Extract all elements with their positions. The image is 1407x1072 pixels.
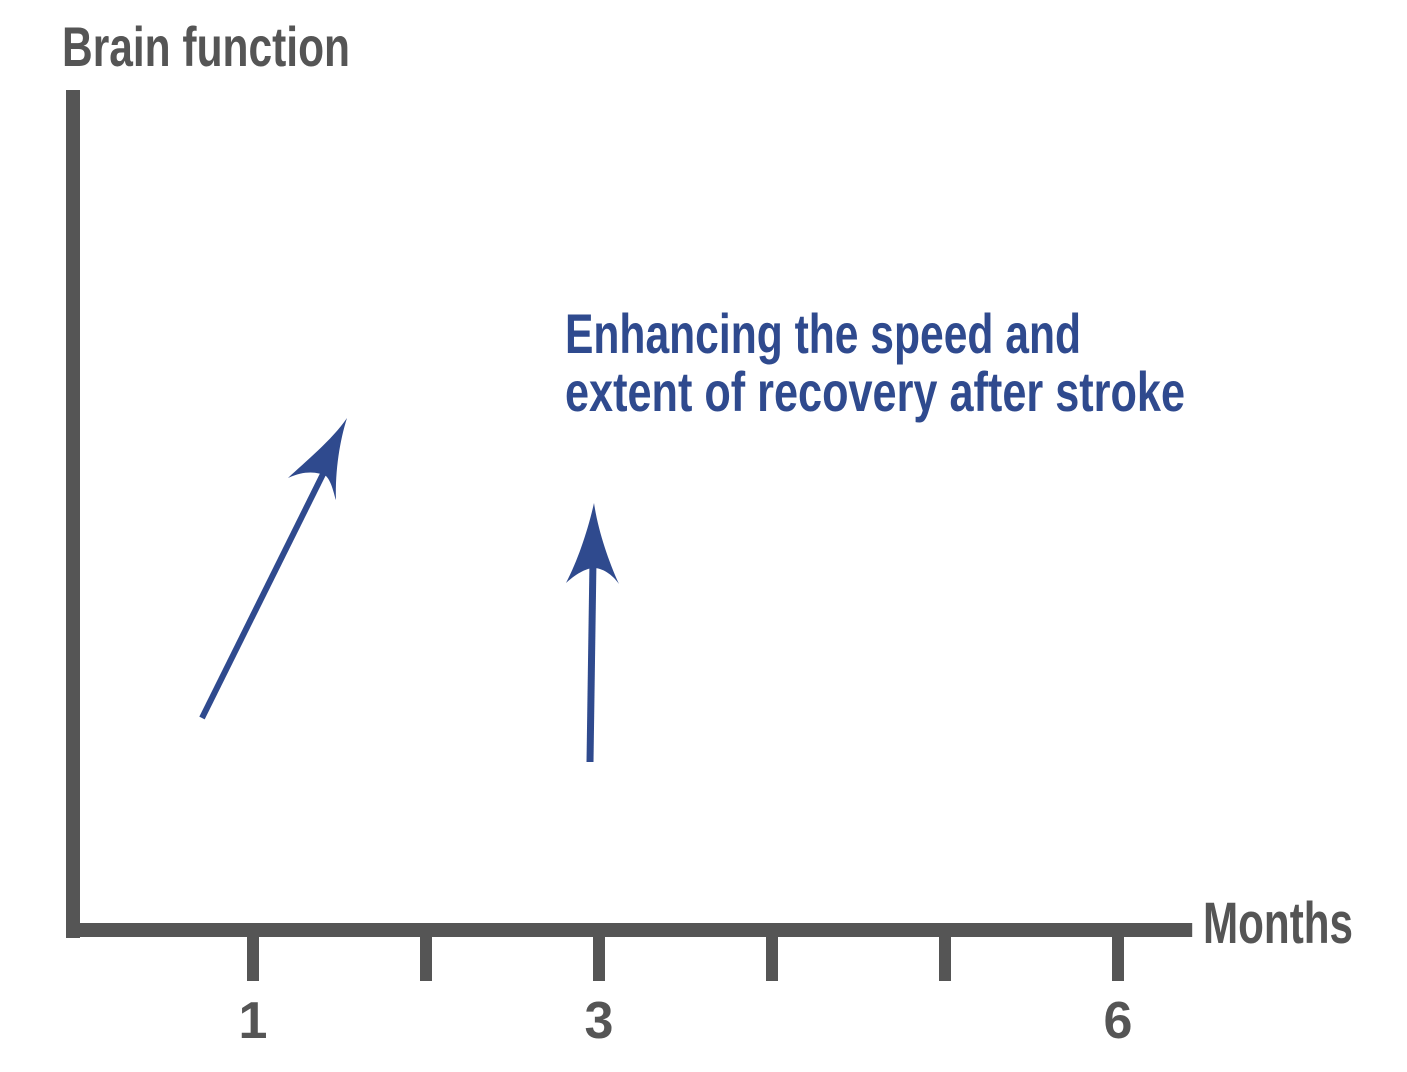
annotation-arrows (199, 418, 619, 763)
chart-title: Brain function (62, 15, 350, 78)
arrow (199, 458, 333, 720)
annotation: extent of recovery after stroke (565, 360, 1185, 423)
arrow-head (566, 503, 619, 584)
x-axis-label: Months (1203, 891, 1353, 956)
annotation: Enhancing the speed and (565, 302, 1081, 365)
x-tick-label: 3 (585, 992, 614, 1050)
arrow-head (288, 418, 347, 500)
x-tick-label: 6 (1104, 992, 1133, 1050)
arrow (586, 559, 597, 763)
x-tick-label: 1 (239, 992, 268, 1050)
